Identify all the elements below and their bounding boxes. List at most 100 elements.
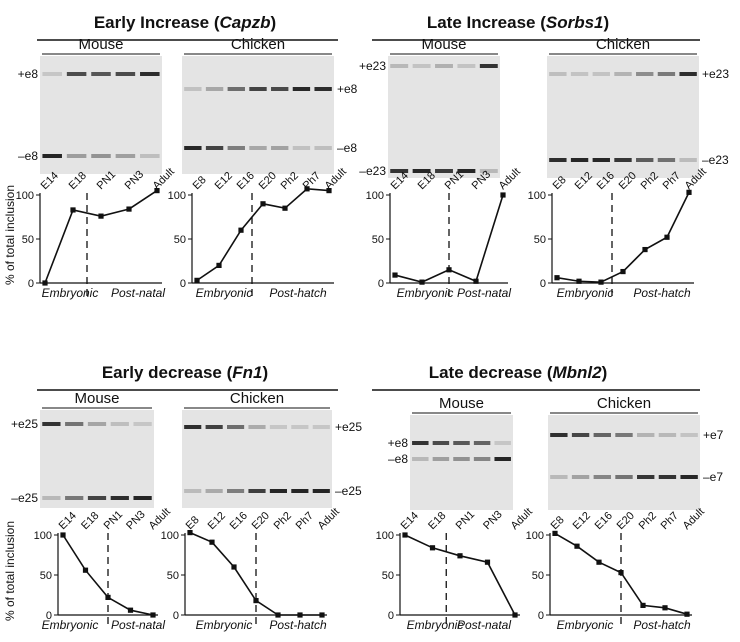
gel-band-exclusion — [292, 146, 311, 150]
data-point — [282, 205, 288, 211]
data-point — [596, 559, 602, 565]
title-part: Late decrease ( — [429, 363, 553, 382]
x-tick-label: PN3 — [481, 508, 505, 532]
gel-band-exclusion — [550, 475, 568, 479]
exon-label-plus: +e23 — [359, 59, 386, 73]
data-point — [194, 277, 200, 283]
phase-label: Embryonic — [42, 618, 99, 632]
gel-band-exclusion — [184, 146, 202, 150]
x-tick-label: E18 — [79, 510, 101, 532]
y-tick-label: 100 — [376, 530, 394, 542]
phase-label: Post-hatch — [269, 286, 327, 300]
y-tick-label: 0 — [388, 610, 394, 622]
gel-band-inclusion — [658, 433, 677, 437]
gel-image — [388, 56, 500, 178]
data-point — [260, 201, 266, 207]
gel-band-exclusion — [227, 146, 245, 150]
gel-band-inclusion — [227, 425, 245, 429]
panel-title: Early Increase (Capzb) — [94, 13, 276, 32]
y-tick-label: 100 — [526, 530, 544, 542]
exon-label-minus: –e23 — [702, 153, 729, 167]
exon-label-minus: –e25 — [11, 491, 38, 505]
gel-band-inclusion — [271, 87, 289, 91]
data-point — [231, 564, 237, 570]
gel-band-exclusion — [592, 158, 610, 162]
title-part: Late Increase ( — [427, 13, 546, 32]
x-tick-label: E12 — [206, 510, 228, 532]
y-tick-label: 0 — [540, 278, 546, 290]
gel-band-exclusion — [549, 158, 567, 162]
data-point — [82, 567, 89, 573]
gel-band-exclusion — [657, 158, 676, 162]
chart-panel: Early Increase (Capzb) Mouse +e8 –e8 0 50 100 E… — [3, 13, 358, 300]
y-axis-label: % of total inclusion — [3, 521, 17, 621]
species-label: Mouse — [78, 36, 123, 53]
gel-band-exclusion — [593, 475, 611, 479]
gel-band-exclusion — [614, 158, 632, 162]
y-tick-label: 50 — [22, 234, 34, 246]
phase-label: Embryonic — [196, 286, 253, 300]
data-point — [238, 227, 244, 233]
title-part: ) — [271, 13, 277, 32]
gel-image — [182, 410, 332, 508]
y-tick-label: 100 — [34, 530, 52, 542]
data-point — [662, 605, 668, 611]
phase-label: Post-hatch — [269, 618, 327, 632]
data-point — [512, 612, 518, 618]
gel-band-exclusion — [87, 496, 107, 500]
data-point — [484, 559, 491, 565]
gel-band-inclusion — [615, 433, 633, 437]
gel-band-exclusion — [91, 154, 111, 158]
gel-image — [547, 56, 699, 178]
gel-band-inclusion — [680, 433, 698, 437]
gel-band-inclusion — [457, 64, 476, 68]
y-axis-label: % of total inclusion — [3, 185, 17, 285]
gel-image — [548, 415, 700, 510]
gel-band-exclusion — [680, 475, 698, 479]
gel-band-inclusion — [432, 441, 450, 445]
gel-band-exclusion — [314, 146, 332, 150]
data-point — [552, 530, 558, 536]
species-label: Chicken — [597, 395, 651, 412]
data-point — [429, 545, 436, 551]
species-label: Chicken — [231, 36, 285, 53]
gel-band-inclusion — [184, 87, 202, 91]
y-tick-label: 0 — [180, 278, 186, 290]
x-tick-label: E18 — [426, 510, 448, 532]
data-point — [457, 553, 463, 559]
series-line — [44, 189, 158, 284]
gel-band-inclusion — [110, 422, 129, 426]
gel-band-exclusion — [473, 457, 491, 461]
species-label: Mouse — [439, 395, 484, 412]
gel-band-inclusion — [550, 433, 568, 437]
gel-band-inclusion — [453, 441, 470, 445]
title-part: ) — [604, 13, 610, 32]
data-point — [150, 612, 156, 618]
x-tick-label: E8 — [549, 514, 567, 532]
gel-band-inclusion — [249, 87, 267, 91]
x-tick-label: E20 — [615, 510, 637, 532]
gel-band-inclusion — [91, 72, 111, 76]
gel-band-inclusion — [435, 64, 453, 68]
y-tick-label: 50 — [382, 570, 394, 582]
y-tick-label: 0 — [378, 278, 384, 290]
phase-label: Post-hatch — [633, 286, 691, 300]
exon-label-minus: –e25 — [335, 484, 362, 498]
gel-band-exclusion — [679, 158, 697, 162]
phase-label: Embryonic — [42, 286, 99, 300]
y-tick-label: 100 — [168, 190, 186, 202]
gel-band-inclusion — [479, 64, 498, 68]
data-point — [686, 189, 692, 195]
data-point — [154, 188, 160, 194]
species-label: Mouse — [74, 390, 119, 407]
chart-panel: Late Increase (Sorbs1) Mouse +e23 –e23 0 50 10… — [359, 13, 729, 300]
data-point — [297, 612, 303, 618]
gel-band-exclusion — [133, 496, 152, 500]
data-point — [98, 213, 104, 219]
exon-label-minus: –e23 — [359, 164, 386, 178]
gel-band-exclusion — [412, 457, 429, 461]
gel-band-inclusion — [314, 87, 332, 91]
gel-band-exclusion — [571, 475, 590, 479]
phase-label: Post-hatch — [633, 618, 691, 632]
